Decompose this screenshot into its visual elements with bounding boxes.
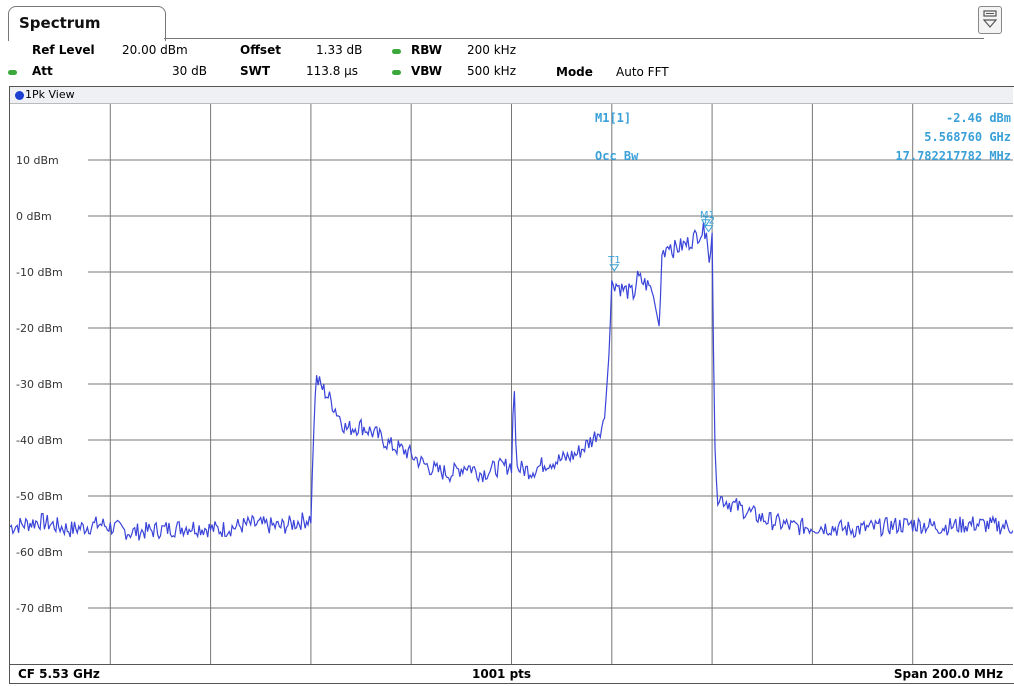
y-tick-label: -60 dBm xyxy=(16,546,63,559)
marker-readouts: M1[1] -2.46 dBm 5.568760 GHz Occ Bw 17.7… xyxy=(595,111,1011,163)
trace-active-indicator xyxy=(15,91,24,100)
tab-divider xyxy=(164,38,984,39)
vbw-value: 500 kHz xyxy=(467,64,516,78)
swt-value: 113.8 µs xyxy=(306,64,359,78)
att-indicator xyxy=(8,70,17,75)
footer-bar: CF 5.53 GHz 1001 pts Span 200.0 MHz xyxy=(10,664,1013,683)
ref-level-label: Ref Level xyxy=(32,43,95,57)
grid xyxy=(88,104,1013,664)
span-value: Span 200.0 MHz xyxy=(893,667,1003,681)
swt-label: SWT xyxy=(240,64,271,78)
markers: M1 T1 T2 xyxy=(607,210,715,272)
spectrum-chart: 10 dBm 0 dBm -10 dBm -20 dBm -30 dBm -40 dBm -… xyxy=(10,104,1013,664)
vbw-label: VBW xyxy=(411,64,443,78)
y-tick-label: -40 dBm xyxy=(16,434,63,447)
marker-m1: M1 xyxy=(700,210,715,227)
y-tick-label: -70 dBm xyxy=(16,602,63,615)
m1-label: M1[1] xyxy=(595,111,631,125)
sweep-points: 1001 pts xyxy=(472,667,532,681)
att-value: 30 dB xyxy=(172,64,207,78)
offset-label: Offset xyxy=(240,43,281,57)
y-tick-label: -20 dBm xyxy=(16,322,63,335)
marker-t1: T1 xyxy=(607,255,621,272)
occbw-label: Occ Bw xyxy=(595,149,639,163)
y-tick-labels: 10 dBm 0 dBm -10 dBm -20 dBm -30 dBm -40 dBm -… xyxy=(16,154,63,615)
offset-value: 1.33 dB xyxy=(316,43,363,57)
vbw-indicator xyxy=(392,70,401,75)
ref-level-value: 20.00 dBm xyxy=(122,43,188,57)
mode-label: Mode xyxy=(556,65,593,79)
marker-symbol xyxy=(703,225,714,233)
marker-label: T2 xyxy=(702,216,715,227)
spectrum-trace xyxy=(10,221,1013,541)
mode-value: Auto FFT xyxy=(616,65,669,79)
marker-t2: T2 xyxy=(702,216,715,233)
y-tick-label: -30 dBm xyxy=(16,378,63,391)
display-config-icon[interactable] xyxy=(978,6,1002,34)
view-bar: 1Pk View xyxy=(10,87,1013,104)
rbw-indicator xyxy=(392,49,401,54)
spectrum-tab[interactable]: Spectrum xyxy=(8,6,166,41)
diagram-frame xyxy=(9,86,1014,684)
marker-label: M1 xyxy=(700,210,715,221)
center-frequency: CF 5.53 GHz xyxy=(18,667,100,681)
marker-symbol xyxy=(700,219,711,227)
spectrum-tab-label: Spectrum xyxy=(19,14,101,32)
att-label: Att xyxy=(32,64,53,78)
y-tick-label: 0 dBm xyxy=(16,210,52,223)
y-tick-label: -10 dBm xyxy=(16,266,63,279)
occbw-value: 17.782217782 MHz xyxy=(895,149,1011,163)
y-tick-label: 10 dBm xyxy=(16,154,59,167)
rbw-label: RBW xyxy=(411,43,442,57)
m1-frequency: 5.568760 GHz xyxy=(924,130,1011,144)
marker-label: T1 xyxy=(607,255,620,266)
m1-level: -2.46 dBm xyxy=(946,111,1011,125)
y-tick-label: -50 dBm xyxy=(16,490,63,503)
view-label: 1Pk View xyxy=(25,88,75,101)
rbw-value: 200 kHz xyxy=(467,43,516,57)
marker-symbol xyxy=(609,264,620,272)
